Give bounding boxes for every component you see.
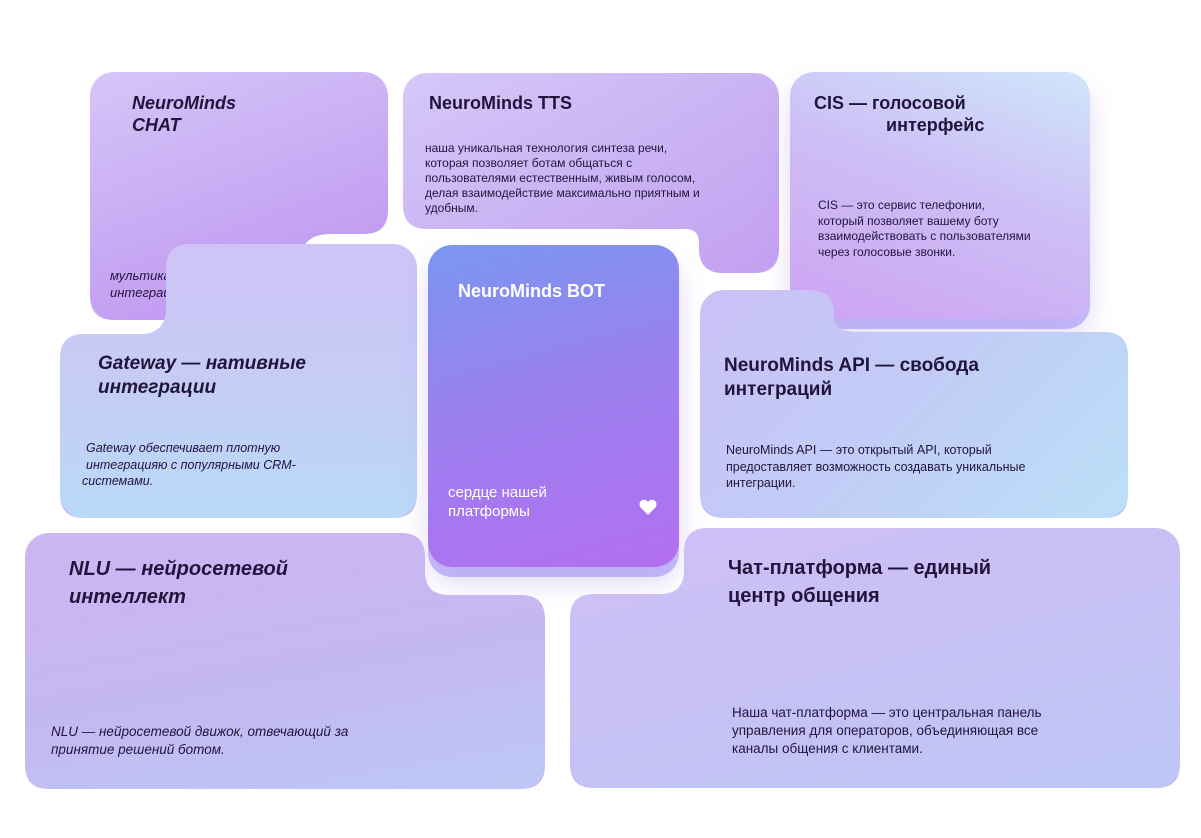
tile-title: Чат-платформа — единый центр общения bbox=[728, 554, 991, 610]
tile-title: NeuroMinds BOT bbox=[458, 281, 605, 301]
desc-line: пользователями естественным, живым голос… bbox=[425, 171, 696, 185]
tile-neurominds-tts: NeuroMinds TTS наша уникальная технологи… bbox=[403, 73, 779, 273]
tile-caption: сердце нашей платформы bbox=[448, 483, 547, 521]
tile-chat-platform: Чат-платформа — единый центр общения Наш… bbox=[570, 528, 1180, 788]
desc-line: принятие решений ботом. bbox=[51, 742, 225, 757]
title-line: интеграций bbox=[724, 379, 833, 400]
desc-line: интеграции. bbox=[726, 476, 796, 490]
caption-line: платформы bbox=[448, 503, 530, 520]
desc-line: Наша чат-платформа — это центральная пан… bbox=[732, 705, 1042, 720]
tile-description: наша уникальная технология синтеза речи,… bbox=[425, 141, 700, 216]
title-line: интерфейс bbox=[886, 115, 985, 135]
desc-line: NeuroMinds API — это открытый API, котор… bbox=[726, 443, 992, 457]
title-line: CHAT bbox=[132, 115, 181, 135]
tile-title: NeuroMinds TTS bbox=[429, 93, 572, 113]
tile-cis-voice-interface: CIS — голосовой интерфейс CIS — это серв… bbox=[790, 72, 1090, 319]
tile-title: NeuroMinds CHAT bbox=[132, 92, 236, 136]
desc-line: которая позволяет ботам общаться с bbox=[425, 156, 633, 170]
desc-line: интеграцияю с популярными CRM- bbox=[86, 457, 296, 472]
title-line: интеграции bbox=[98, 377, 217, 398]
desc-line: Gateway обеспечивает плотную bbox=[86, 441, 281, 455]
desc-line: делая взаимодействие максимально приятны… bbox=[425, 186, 700, 200]
heart-icon bbox=[639, 499, 657, 515]
desc-line: взаимодействовать с пользователями bbox=[818, 229, 1031, 243]
title-line: CIS — голосовой bbox=[814, 93, 966, 113]
desc-line: предоставляет возможность создавать уник… bbox=[726, 459, 1026, 474]
title-line: центр общения bbox=[728, 585, 880, 607]
tile-title: NeuroMinds API — свобода интеграций bbox=[724, 354, 979, 402]
tile-description: CIS — это сервис телефонии, который позв… bbox=[818, 198, 1031, 260]
title-line: интеллект bbox=[69, 586, 186, 608]
desc-line: CIS — это сервис телефонии, bbox=[818, 198, 985, 212]
title-line: NeuroMinds bbox=[132, 93, 237, 113]
desc-line: удобным. bbox=[425, 201, 478, 215]
title-line: NLU — нейросетевой bbox=[69, 558, 288, 580]
tile-neurominds-bot: NeuroMinds BOT сердце нашей платформы bbox=[428, 245, 679, 567]
tile-nlu-neural-intellect: NLU — нейросетевой интеллект NLU — нейро… bbox=[25, 533, 545, 789]
tile-description: NLU — нейросетевой движок, отвечающий за… bbox=[51, 723, 348, 759]
desc-line: управления для операторов, объединяющая … bbox=[732, 723, 1039, 738]
tile-description: NeuroMinds API — это открытый API, котор… bbox=[726, 442, 1025, 492]
tile-neurominds-api: NeuroMinds API — свобода интеграций Neur… bbox=[700, 290, 1128, 518]
title-line: Gateway — нативные bbox=[98, 353, 306, 374]
desc-line: через голосовые звонки. bbox=[818, 244, 956, 259]
tile-title: NLU — нейросетевой интеллект bbox=[69, 555, 288, 611]
tile-description: Наша чат-платформа — это центральная пан… bbox=[732, 704, 1042, 758]
tile-title: Gateway — нативные интеграции bbox=[98, 352, 306, 400]
title-line: NeuroMinds API — свобода bbox=[724, 355, 979, 376]
caption-line: сердце нашей bbox=[448, 484, 547, 501]
title-line: Чат-платформа — единый bbox=[728, 557, 992, 579]
tile-description: Gateway обеспечивает плотную интеграцияю… bbox=[82, 440, 296, 490]
desc-line: который позволяет вашему боту bbox=[818, 213, 999, 228]
desc-line: системами. bbox=[82, 474, 154, 488]
desc-line: NLU — нейросетевой движок, отвечающий за bbox=[51, 724, 349, 739]
desc-line: каналы общения с клиентами. bbox=[732, 741, 923, 756]
desc-line: наша уникальная технология синтеза речи, bbox=[425, 141, 668, 155]
tile-title: CIS — голосовой интерфейс bbox=[814, 92, 984, 136]
